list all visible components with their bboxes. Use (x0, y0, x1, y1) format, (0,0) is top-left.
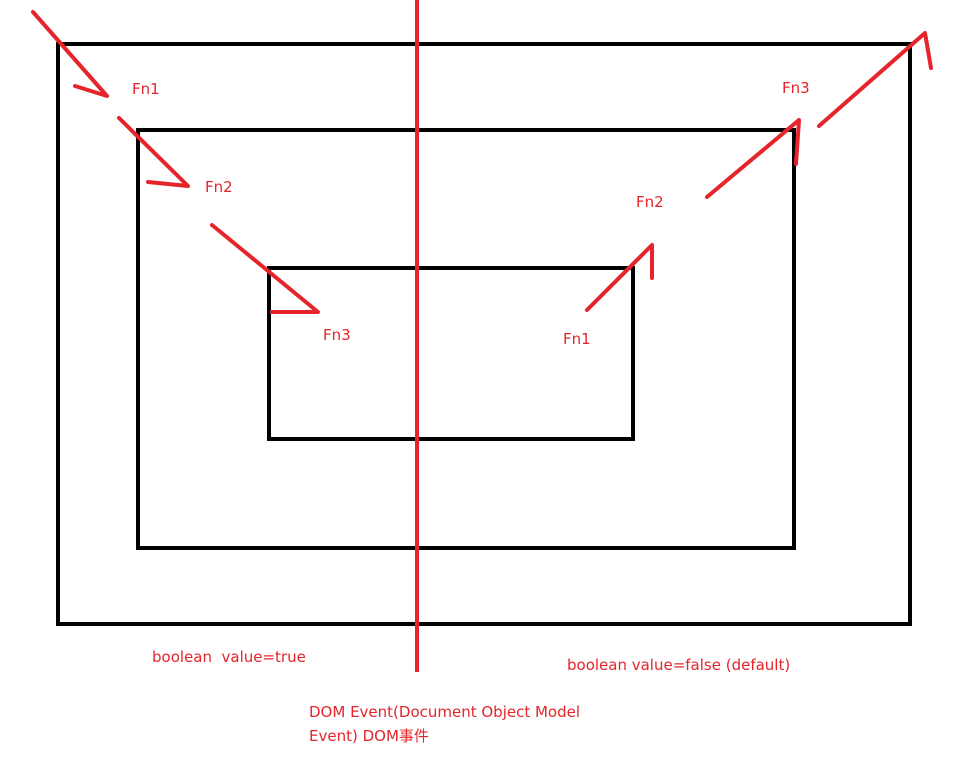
bubble-arrow-fn1 (585, 243, 654, 312)
outer-box (56, 42, 912, 626)
inner-box (267, 266, 635, 441)
bubble-label-fn2: Fn2 (636, 193, 664, 211)
bubble-label-fn3: Fn3 (782, 79, 810, 97)
footer-line-2: Event) DOM事件 (309, 727, 429, 745)
capture-caption: boolean value=true (152, 648, 306, 666)
capture-arrow-fn3 (210, 223, 320, 314)
footer-caption: DOM Event(Document Object Model Event) D… (309, 700, 580, 748)
footer-line-1: DOM Event(Document Object Model (309, 703, 581, 721)
bubble-label-fn1: Fn1 (563, 330, 591, 348)
middle-box (136, 128, 796, 550)
capture-arrows (31, 10, 320, 314)
capture-label-fn1: Fn1 (132, 80, 160, 98)
bubble-arrows (585, 31, 933, 312)
bubble-arrow-fn2 (705, 118, 801, 199)
capture-label-fn2: Fn2 (205, 178, 233, 196)
bubble-caption: boolean value=false (default) (567, 656, 791, 674)
capture-label-fn3: Fn3 (323, 326, 351, 344)
capture-arrow-fn2 (117, 116, 190, 188)
bubble-arrow-fn3 (817, 31, 933, 128)
capture-arrow-fn1 (31, 10, 109, 98)
